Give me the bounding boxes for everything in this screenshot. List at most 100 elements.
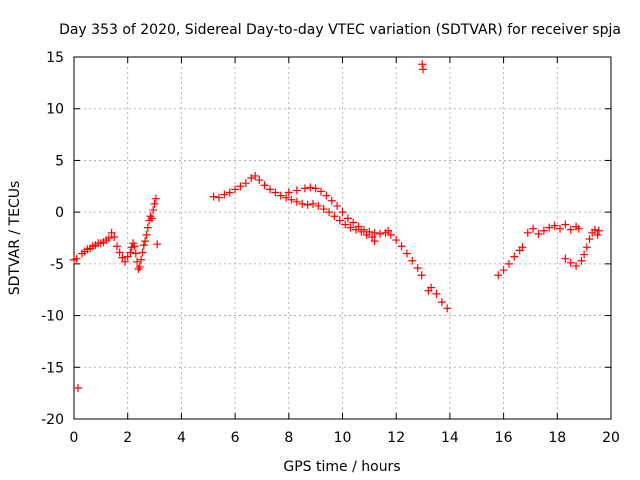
data-point xyxy=(555,224,564,233)
data-point xyxy=(143,223,152,232)
data-point xyxy=(220,190,229,199)
data-point xyxy=(133,257,142,266)
plot-frame xyxy=(73,56,612,420)
data-point xyxy=(582,243,591,252)
data-point xyxy=(314,201,323,210)
x-tick-label: 10 xyxy=(334,430,352,446)
data-point xyxy=(298,199,307,208)
data-point xyxy=(135,262,144,271)
data-point xyxy=(359,225,368,234)
data-point xyxy=(349,218,358,227)
data-point xyxy=(545,223,554,232)
data-point xyxy=(402,249,411,258)
data-point xyxy=(107,228,116,237)
data-point xyxy=(214,193,223,202)
data-point xyxy=(317,187,326,196)
x-tick-label: 14 xyxy=(441,430,459,446)
x-tick-label: 18 xyxy=(548,430,566,446)
data-point xyxy=(566,225,575,234)
data-point xyxy=(131,249,140,258)
data-point xyxy=(550,221,559,230)
data-point xyxy=(370,237,379,246)
x-tick-label: 0 xyxy=(70,430,79,446)
data-point xyxy=(72,254,81,263)
x-tick-label: 20 xyxy=(602,430,620,446)
data-point xyxy=(300,184,309,193)
data-point xyxy=(74,383,83,392)
data-point xyxy=(104,234,113,242)
data-point xyxy=(325,208,334,217)
data-point xyxy=(413,263,422,272)
data-point xyxy=(419,65,428,74)
data-markers xyxy=(70,60,603,392)
data-point xyxy=(319,205,328,214)
data-point xyxy=(443,304,452,313)
data-point xyxy=(209,192,218,201)
x-tick-label: 6 xyxy=(231,430,240,446)
data-point xyxy=(566,258,575,267)
data-point xyxy=(392,236,401,245)
data-point xyxy=(574,224,583,233)
data-point xyxy=(397,242,406,251)
data-point xyxy=(137,255,146,264)
data-point xyxy=(110,232,119,241)
data-point xyxy=(593,230,602,239)
data-point xyxy=(271,188,280,197)
y-tick-label: 5 xyxy=(55,153,64,169)
data-point xyxy=(510,252,519,261)
x-tick-label: 8 xyxy=(284,430,293,446)
data-point xyxy=(590,225,599,234)
data-point xyxy=(561,254,570,263)
data-point xyxy=(225,188,234,197)
data-point xyxy=(134,265,143,274)
data-point xyxy=(149,206,158,215)
data-point xyxy=(151,194,160,203)
data-point xyxy=(121,257,130,266)
data-point xyxy=(580,250,589,259)
data-point xyxy=(247,174,256,183)
data-point xyxy=(284,188,293,197)
data-point xyxy=(287,195,296,204)
tick-labels: 0 2 4 6 8 10 12 14 16 18 20 -20 -15 -10 -5 0 5 10 15 xyxy=(41,50,620,446)
data-point xyxy=(282,193,291,202)
data-point xyxy=(231,185,240,194)
data-point xyxy=(572,261,581,270)
x-tick-label: 12 xyxy=(387,430,405,446)
data-point xyxy=(292,197,301,206)
data-point xyxy=(561,220,570,229)
data-point xyxy=(341,220,350,229)
data-point xyxy=(494,271,503,280)
data-point xyxy=(153,240,162,249)
data-point xyxy=(251,171,260,180)
data-point xyxy=(427,283,436,292)
data-point xyxy=(138,248,147,257)
data-point xyxy=(346,223,355,232)
data-point xyxy=(338,208,347,217)
data-point xyxy=(141,237,150,246)
data-point xyxy=(499,266,508,275)
data-point xyxy=(523,228,532,237)
grid xyxy=(74,57,611,419)
data-point xyxy=(311,184,320,193)
x-tick-label: 16 xyxy=(495,430,513,446)
y-tick-label: -10 xyxy=(41,309,64,325)
data-point xyxy=(330,212,339,221)
chart-title: Day 353 of 2020, Sidereal Day-to-day VTE… xyxy=(59,22,621,38)
data-point xyxy=(142,230,151,239)
data-point xyxy=(115,248,124,257)
data-point xyxy=(417,271,426,280)
y-axis-label: SDTVAR / TECUs xyxy=(7,181,23,296)
data-point xyxy=(408,256,417,265)
data-point xyxy=(123,252,132,261)
data-point xyxy=(432,289,441,298)
data-point xyxy=(276,191,285,200)
data-point xyxy=(150,199,159,208)
y-tick-label: 10 xyxy=(46,102,64,118)
data-point xyxy=(139,241,148,250)
data-point xyxy=(322,191,331,200)
data-point xyxy=(303,200,312,209)
data-point xyxy=(130,242,139,251)
data-point xyxy=(266,185,275,194)
data-point xyxy=(534,229,543,238)
